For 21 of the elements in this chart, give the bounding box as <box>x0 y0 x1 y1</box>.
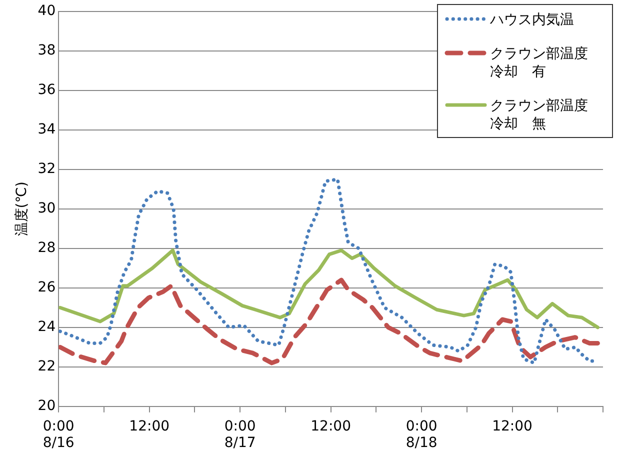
y-tick-label: 24 <box>38 319 56 336</box>
y-tick-label: 30 <box>38 200 56 217</box>
x-tick-label: 12:00 <box>310 418 351 434</box>
legend-label: ハウス内気温 <box>490 11 575 29</box>
y-axis-title: 温度(℃) <box>14 182 30 236</box>
y-tick-label: 40 <box>38 3 56 20</box>
y-tick-label: 28 <box>38 240 56 256</box>
x-tick-label: 0:00 8/18 <box>406 418 438 452</box>
y-tick-label: 20 <box>38 398 56 414</box>
y-tick-label: 32 <box>38 161 56 178</box>
x-tick-label: 0:00 8/16 <box>42 418 74 452</box>
y-tick-label: 36 <box>38 82 56 98</box>
legend-label: クラウン部温度冷却 有 <box>490 45 589 81</box>
y-tick-label: 22 <box>38 358 56 375</box>
legend-label: クラウン部温度冷却 無 <box>490 97 589 133</box>
x-tick-label: 12:00 <box>129 418 170 434</box>
x-tick-label: 0:00 8/17 <box>224 418 256 452</box>
y-tick-label: 34 <box>38 122 56 138</box>
y-tick-label: 38 <box>38 42 56 59</box>
y-tick-label: 26 <box>38 280 56 296</box>
x-tick-label: 12:00 <box>492 418 532 434</box>
